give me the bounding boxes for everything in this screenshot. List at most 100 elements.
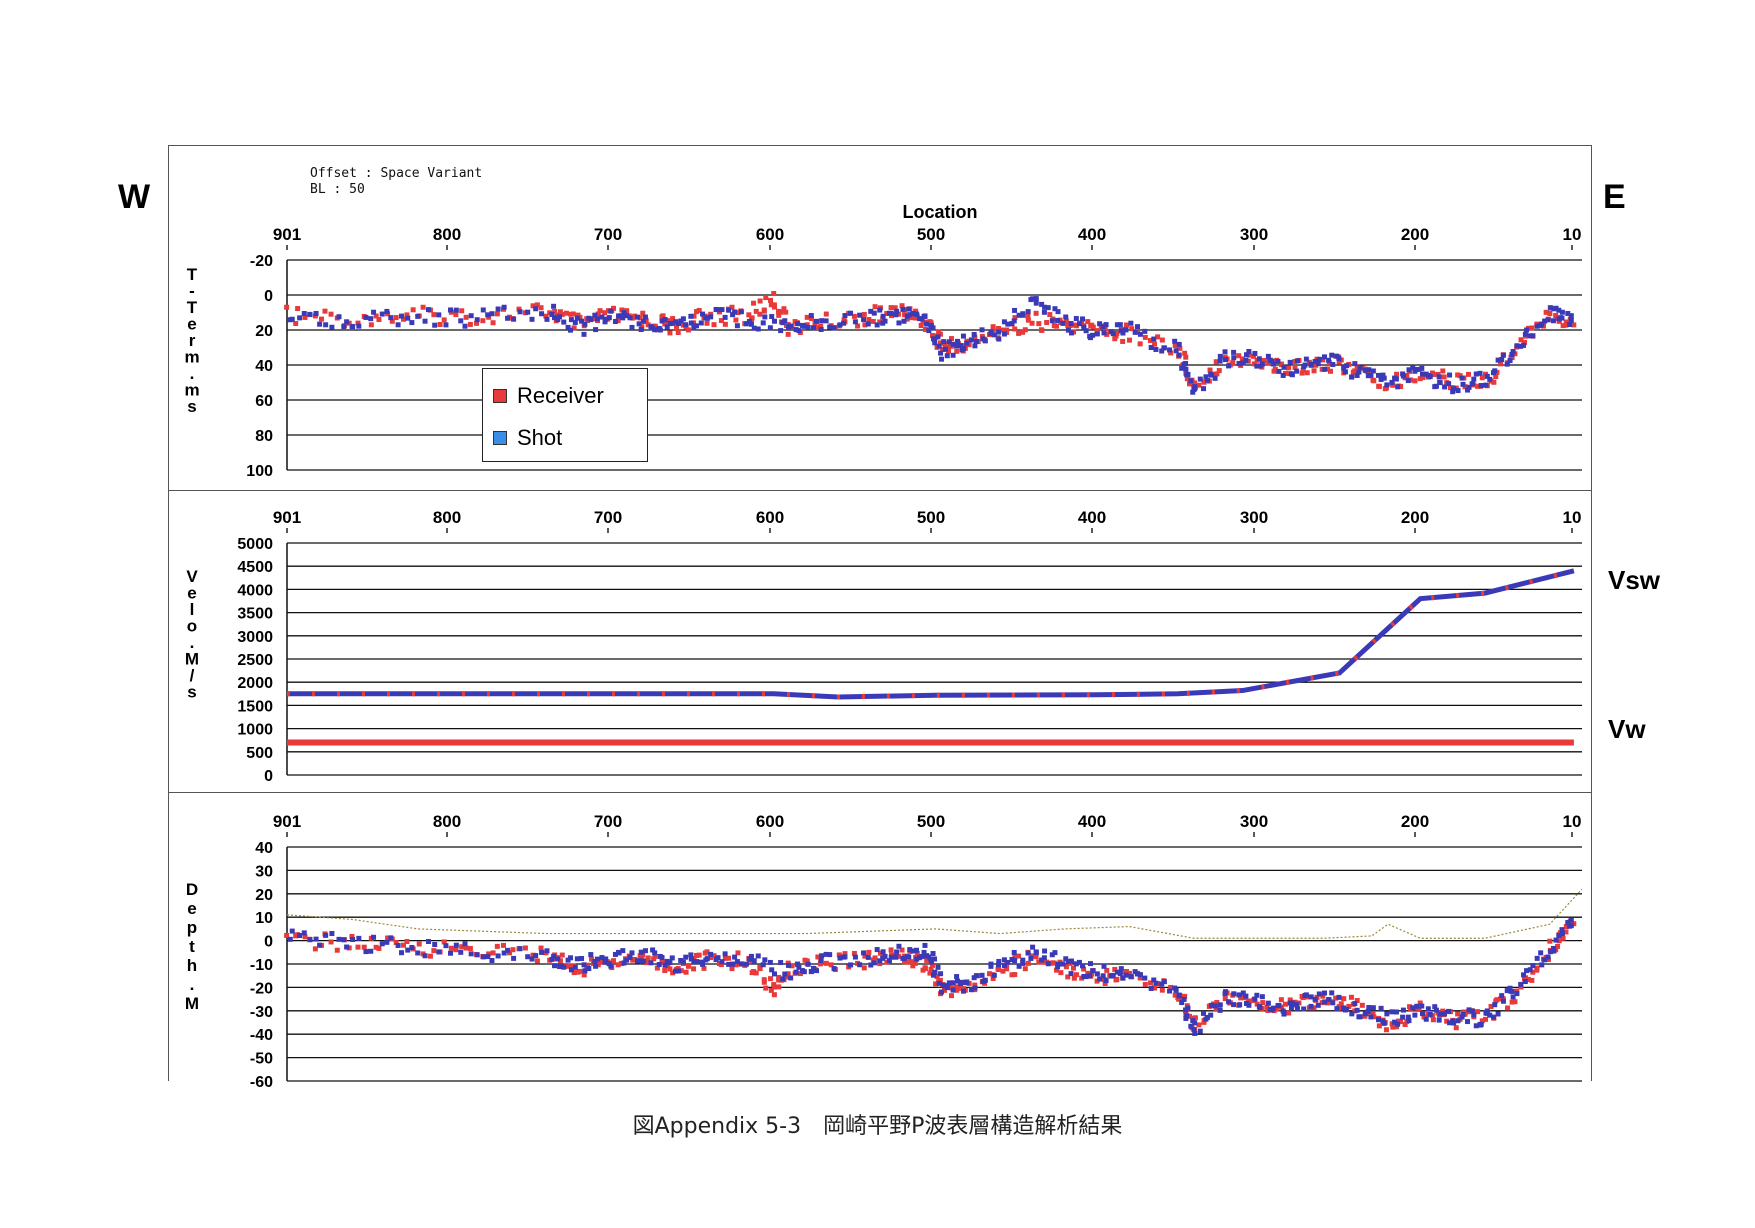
receiver-point [789, 963, 795, 969]
shot-point [652, 327, 658, 333]
shot-point [1514, 991, 1520, 997]
elevation-series-line [286, 888, 1583, 939]
receiver-point [1155, 334, 1161, 340]
receiver-point [597, 959, 603, 965]
receiver-point [400, 942, 406, 948]
shot-point [544, 948, 550, 954]
receiver-point [1265, 360, 1271, 366]
receiver-point [691, 313, 697, 319]
y-tick-label: 4500 [237, 559, 273, 576]
shot-point [732, 309, 738, 315]
shot-point [746, 956, 752, 962]
legend: Receiver Shot [482, 368, 648, 462]
shot-point [593, 327, 599, 333]
receiver-point [888, 305, 894, 311]
shot-point [1483, 382, 1489, 388]
shot-point [432, 941, 438, 947]
shot-point [1231, 355, 1237, 361]
y-axis-label-char: m [184, 348, 199, 367]
shot-point [1123, 972, 1129, 978]
receiver-point [910, 963, 916, 969]
receiver-point [1324, 1000, 1330, 1006]
shot-point [1030, 296, 1036, 302]
shot-point [1161, 345, 1167, 351]
shot-point [1167, 988, 1173, 994]
shot-point [1419, 371, 1425, 377]
receiver-point [909, 315, 915, 321]
shot-point [1495, 1011, 1501, 1017]
shot-point [1153, 980, 1159, 986]
receiver-point [932, 333, 938, 339]
legend-label-receiver: Receiver [517, 383, 604, 408]
shot-point [1556, 316, 1562, 322]
shot-point [950, 987, 956, 993]
receiver-point [543, 313, 549, 319]
shot-point [921, 314, 927, 320]
receiver-point [749, 315, 755, 321]
y-axis-label-char: - [189, 282, 195, 301]
receiver-point [972, 982, 978, 988]
shot-point [708, 951, 714, 957]
receiver-point [597, 308, 603, 314]
receiver-point [1025, 960, 1031, 966]
receiver-point [660, 959, 666, 965]
receiver-point [662, 321, 668, 327]
receiver-point [624, 308, 630, 314]
shot-point [307, 937, 313, 943]
shot-point [384, 308, 390, 314]
shot-point [1550, 318, 1556, 324]
x-tick-label: 300 [1240, 508, 1268, 527]
receiver-point [662, 968, 668, 974]
receiver-point [1430, 1017, 1436, 1023]
shot-point [982, 338, 988, 344]
shot-point [1159, 981, 1165, 987]
shot-point [1270, 1005, 1276, 1011]
shot-point [1478, 1021, 1484, 1027]
receiver-point [1142, 334, 1148, 340]
shot-point [612, 318, 618, 324]
receiver-point [1071, 975, 1077, 981]
shot-point [329, 324, 335, 330]
shot-point [656, 962, 662, 968]
shot-point [880, 313, 886, 319]
shot-point [323, 322, 329, 328]
y-axis-label-char: m [184, 381, 199, 400]
shot-point [808, 313, 814, 319]
receiver-point [704, 320, 710, 326]
shot-point [979, 327, 985, 333]
receiver-point [771, 992, 777, 998]
shot-point [1565, 310, 1571, 316]
shot-point [880, 949, 886, 955]
shot-point [1289, 372, 1295, 378]
shot-point [796, 328, 802, 334]
receiver-point [643, 960, 649, 966]
shot-point [1341, 365, 1347, 371]
receiver-point [1073, 972, 1079, 978]
receiver-point [1509, 999, 1515, 1005]
receiver-point [1352, 368, 1358, 374]
shot-point [743, 321, 749, 327]
shot-point [914, 956, 920, 962]
shot-point [415, 950, 421, 956]
receiver-point [1272, 366, 1278, 372]
shot-point [827, 952, 833, 958]
receiver-point [851, 313, 857, 319]
y-axis-label-char: e [187, 899, 196, 918]
shot-point [1336, 356, 1342, 362]
shot-point [1181, 996, 1187, 1002]
shot-point [1148, 345, 1154, 351]
shot-point [748, 321, 754, 327]
shot-point [693, 959, 699, 965]
shot-point [1459, 375, 1465, 381]
receiver-point [490, 320, 496, 326]
shot-point [1365, 373, 1371, 379]
shot-point [636, 321, 642, 327]
shot-point [1362, 367, 1368, 373]
receiver-point [772, 304, 778, 310]
shot-point [907, 312, 913, 318]
shot-point [700, 961, 706, 967]
receiver-point [733, 317, 739, 323]
shot-point [1179, 1000, 1185, 1006]
shot-point [1254, 992, 1260, 998]
shot-point [1380, 372, 1386, 378]
